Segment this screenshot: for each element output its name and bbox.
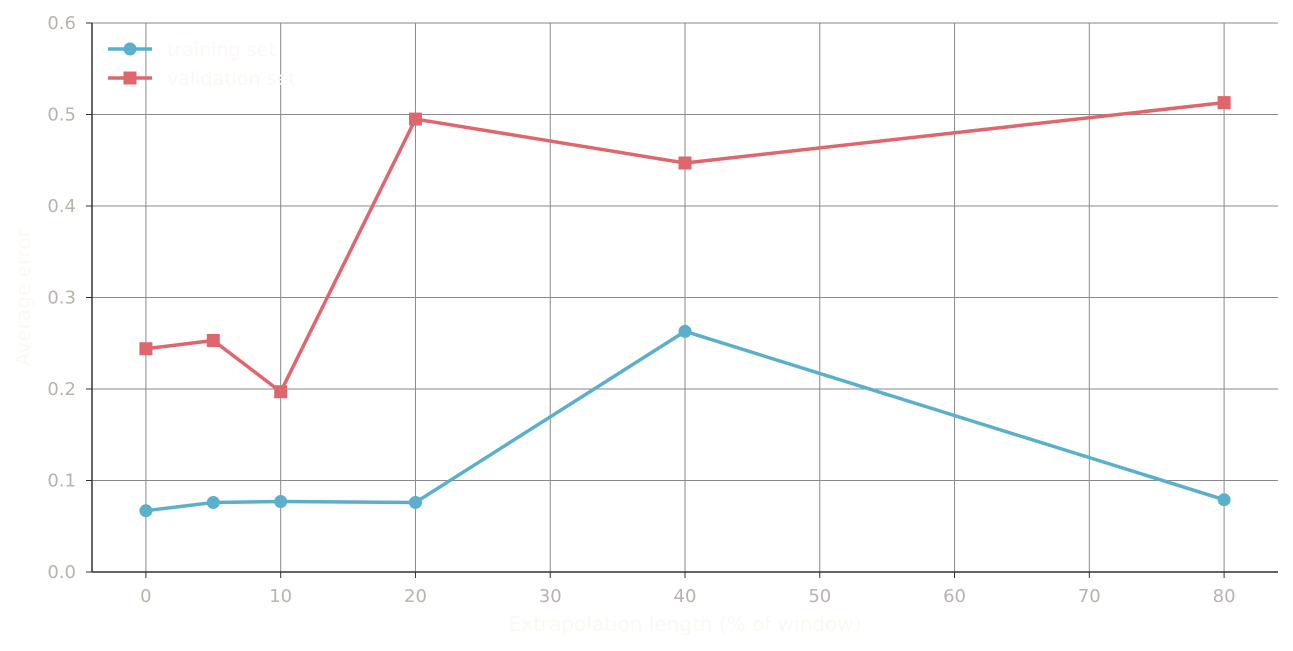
x-tick-label: 50 bbox=[808, 586, 831, 607]
x-tick-label: 60 bbox=[943, 586, 966, 607]
x-tick-label: 70 bbox=[1078, 586, 1101, 607]
legend-marker-square bbox=[123, 71, 137, 85]
y-tick-label: 0.6 bbox=[47, 13, 76, 34]
data-point-circle bbox=[1217, 493, 1231, 507]
series-line-0 bbox=[145, 329, 1225, 513]
series-line-1 bbox=[145, 100, 1225, 394]
y-axis-title: Average error bbox=[11, 228, 35, 366]
y-tick-label: 0.4 bbox=[47, 196, 76, 217]
data-point-circle bbox=[408, 495, 422, 509]
legend-marker-circle bbox=[123, 42, 137, 56]
legend: training set validation set bbox=[108, 39, 296, 90]
y-tick-label: 0.2 bbox=[47, 379, 76, 400]
data-point-circle bbox=[139, 504, 153, 518]
axes bbox=[86, 22, 1278, 578]
x-tick-label: 40 bbox=[674, 586, 697, 607]
legend-label: training set bbox=[167, 39, 276, 61]
data-point-circle bbox=[206, 495, 220, 509]
x-tick-label: 0 bbox=[140, 586, 151, 607]
x-axis-title: Extrapolation length (% of window) bbox=[509, 612, 862, 636]
y-tick-label: 0.1 bbox=[47, 471, 76, 492]
data-point-square bbox=[1217, 96, 1231, 110]
x-tick-label: 20 bbox=[404, 586, 427, 607]
legend-label: validation set bbox=[167, 68, 296, 90]
series-group bbox=[139, 96, 1231, 518]
data-point-square bbox=[274, 385, 288, 399]
x-tick-label: 80 bbox=[1213, 586, 1236, 607]
data-point-square bbox=[678, 156, 692, 170]
y-tick-label: 0.0 bbox=[47, 562, 76, 583]
y-tick-labels: 0.0 0.1 0.2 0.3 0.4 0.5 0.6 bbox=[47, 13, 76, 583]
x-tick-label: 10 bbox=[269, 586, 292, 607]
data-point-square bbox=[206, 334, 220, 348]
grid-lines bbox=[92, 22, 1278, 573]
x-tick-labels: 0 10 20 30 40 50 60 70 80 bbox=[140, 586, 1235, 607]
data-point-square bbox=[408, 112, 422, 126]
y-tick-label: 0.5 bbox=[47, 105, 76, 126]
data-point-circle bbox=[678, 324, 692, 338]
data-point-circle bbox=[274, 495, 288, 509]
x-tick-label: 30 bbox=[539, 586, 562, 607]
y-tick-label: 0.3 bbox=[47, 288, 76, 309]
data-point-square bbox=[139, 342, 153, 356]
